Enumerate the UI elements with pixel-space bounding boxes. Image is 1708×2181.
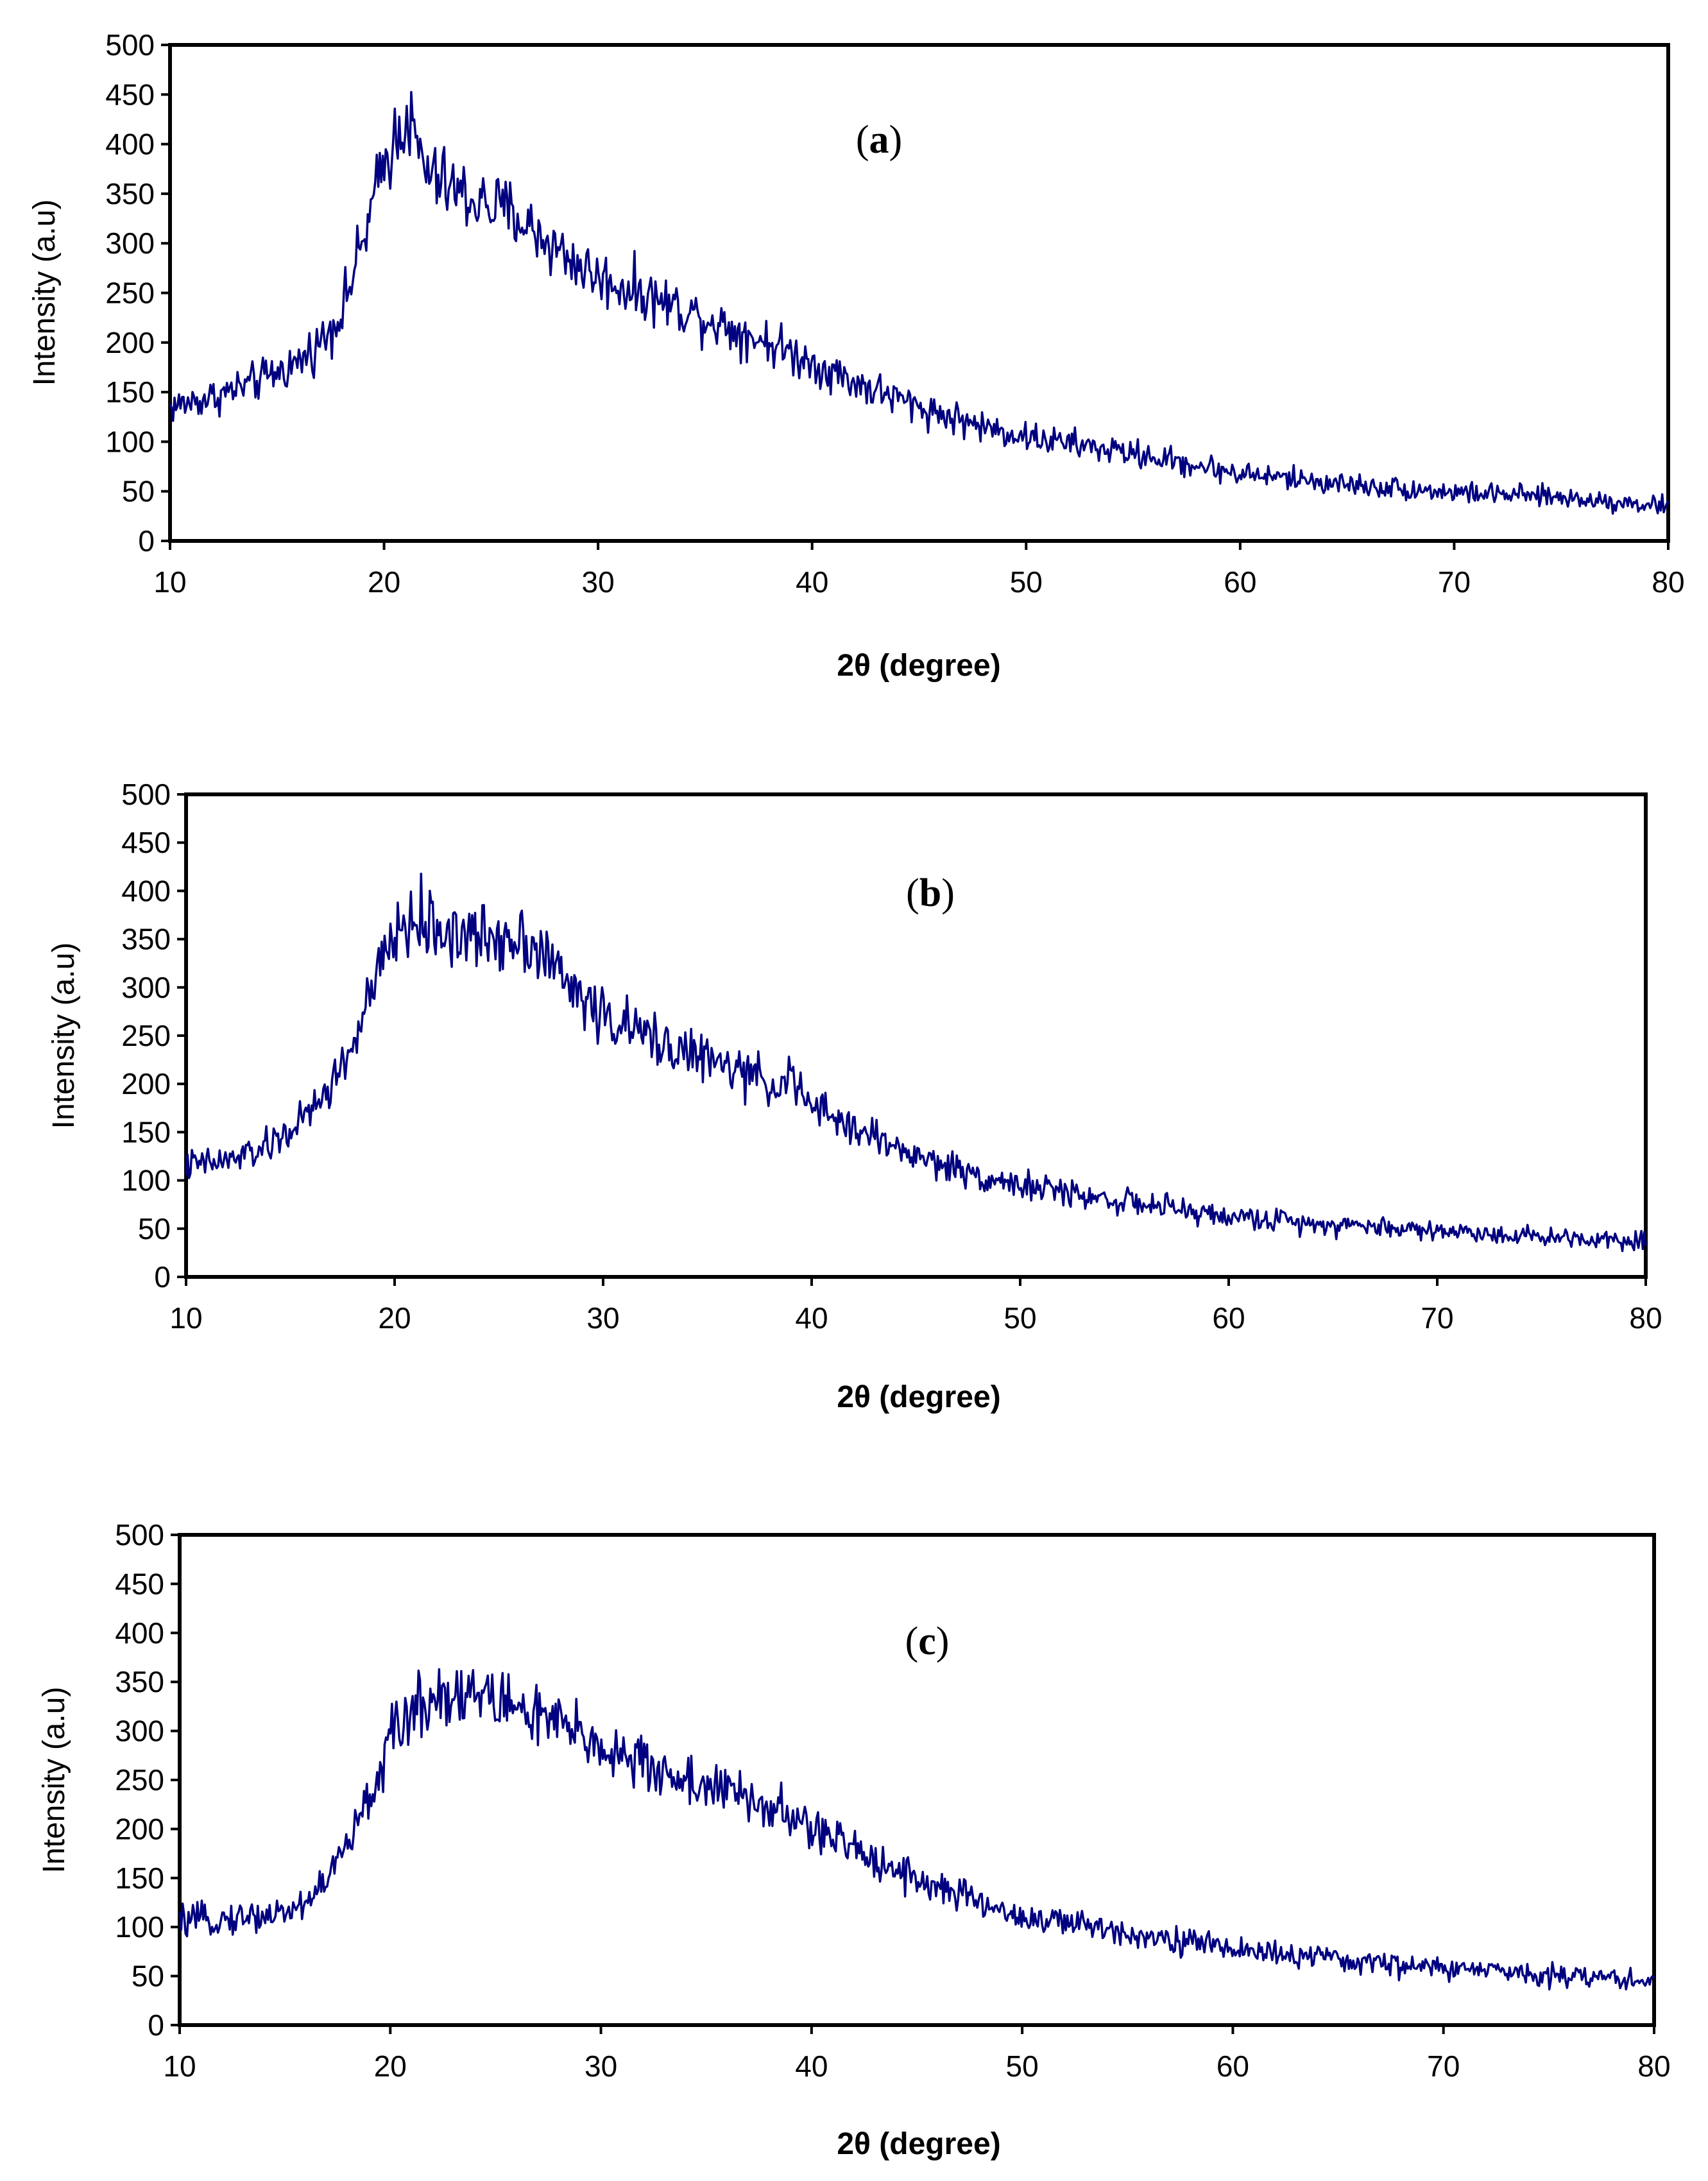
y-tick-label: 150 xyxy=(115,1861,164,1895)
x-tick-label: 30 xyxy=(586,1301,619,1335)
y-tick-label: 100 xyxy=(105,425,155,458)
x-tick-label: 20 xyxy=(368,565,400,599)
panel-label-a: (a) xyxy=(856,118,902,162)
y-tick-label: 400 xyxy=(121,874,171,907)
y-tick-label: 300 xyxy=(115,1715,164,1748)
y-tick-label: 50 xyxy=(138,1212,171,1245)
y-tick-label: 150 xyxy=(121,1115,171,1149)
y-tick-label: 250 xyxy=(121,1019,171,1052)
x-tick-label: 70 xyxy=(1438,565,1471,599)
x-tick-label: 80 xyxy=(1652,565,1684,599)
panel-label-b: (b) xyxy=(906,871,955,915)
y-tick-label: 150 xyxy=(105,375,155,409)
y-tick-label: 500 xyxy=(105,28,155,62)
x-tick-label: 40 xyxy=(796,565,828,599)
y-axis-title-b: Intensity (a.u) xyxy=(47,943,81,1129)
y-tick-label: 200 xyxy=(105,326,155,359)
x-tick-label: 60 xyxy=(1217,2049,1249,2083)
x-tick-label: 10 xyxy=(169,1301,202,1335)
y-tick-label: 100 xyxy=(115,1910,164,1944)
y-tick-label: 300 xyxy=(105,227,155,260)
x-tick-label: 60 xyxy=(1212,1301,1245,1335)
x-tick-label: 30 xyxy=(582,565,615,599)
x-ticks-b: 10 20 30 40 50 60 70 80 xyxy=(169,1277,1662,1335)
chart-panel-a: 0 50 100 150 200 250 300 350 400 450 500 10 20 30 40 5… xyxy=(28,28,1685,683)
y-tick-label: 0 xyxy=(138,524,155,558)
x-tick-label: 40 xyxy=(795,1301,828,1335)
y-ticks-a: 0 50 100 150 200 250 300 350 400 450 500 xyxy=(105,28,170,558)
y-tick-label: 350 xyxy=(105,177,155,210)
x-tick-label: 30 xyxy=(585,2049,617,2083)
x-tick-label: 80 xyxy=(1637,2049,1670,2083)
x-tick-label: 20 xyxy=(378,1301,411,1335)
series-line-a xyxy=(169,90,1670,515)
y-axis-title-a: Intensity (a.u) xyxy=(28,200,62,386)
y-tick-label: 450 xyxy=(121,826,171,859)
x-axis-title-b: 2θ (degree) xyxy=(837,1380,1000,1414)
y-tick-label: 400 xyxy=(115,1616,164,1650)
y-tick-label: 250 xyxy=(105,277,155,310)
y-ticks-b: 0 50 100 150 200 250 300 350 400 450 500 xyxy=(121,778,186,1294)
y-tick-label: 450 xyxy=(115,1567,164,1600)
y-axis-title-c: Intensity (a.u) xyxy=(37,1687,71,1874)
y-tick-label: 0 xyxy=(148,2008,164,2042)
y-tick-label: 300 xyxy=(121,971,171,1004)
y-tick-label: 100 xyxy=(121,1164,171,1197)
x-ticks-a: 10 20 30 40 50 60 70 80 xyxy=(153,541,1685,599)
x-tick-label: 60 xyxy=(1224,565,1256,599)
y-ticks-c: 0 50 100 150 200 250 300 350 400 450 500 xyxy=(115,1518,180,2042)
y-tick-label: 50 xyxy=(132,1960,164,1993)
y-tick-label: 500 xyxy=(115,1518,164,1552)
panel-label-c: (c) xyxy=(905,1620,950,1663)
x-tick-label: 40 xyxy=(795,2049,828,2083)
chart-panel-c: 0 50 100 150 200 250 300 350 400 450 500 10 20 30 40 5… xyxy=(37,1518,1671,2161)
x-tick-label: 50 xyxy=(1010,565,1043,599)
y-tick-label: 250 xyxy=(115,1763,164,1797)
y-tick-label: 0 xyxy=(154,1260,171,1294)
x-tick-label: 50 xyxy=(1006,2049,1039,2083)
x-axis-title-c: 2θ (degree) xyxy=(837,2127,1000,2161)
series-line-c xyxy=(178,1668,1655,1991)
y-tick-label: 350 xyxy=(115,1665,164,1698)
x-tick-label: 70 xyxy=(1427,2049,1460,2083)
series-line-b xyxy=(185,872,1647,1253)
x-tick-label: 10 xyxy=(153,565,186,599)
x-tick-label: 80 xyxy=(1629,1301,1662,1335)
y-tick-label: 350 xyxy=(121,923,171,956)
y-tick-label: 50 xyxy=(122,475,155,508)
x-tick-label: 70 xyxy=(1421,1301,1453,1335)
x-tick-label: 10 xyxy=(163,2049,196,2083)
x-ticks-c: 10 20 30 40 50 60 70 80 xyxy=(163,2025,1671,2083)
x-tick-label: 20 xyxy=(374,2049,407,2083)
x-axis-title-a: 2θ (degree) xyxy=(837,649,1000,683)
chart-panel-b: 0 50 100 150 200 250 300 350 400 450 500 10 20 30 40 5… xyxy=(47,778,1662,1414)
y-tick-label: 500 xyxy=(121,778,171,811)
y-tick-label: 200 xyxy=(121,1067,171,1100)
y-tick-label: 200 xyxy=(115,1812,164,1845)
x-tick-label: 50 xyxy=(1003,1301,1036,1335)
y-tick-label: 400 xyxy=(105,128,155,161)
y-tick-label: 450 xyxy=(105,78,155,111)
